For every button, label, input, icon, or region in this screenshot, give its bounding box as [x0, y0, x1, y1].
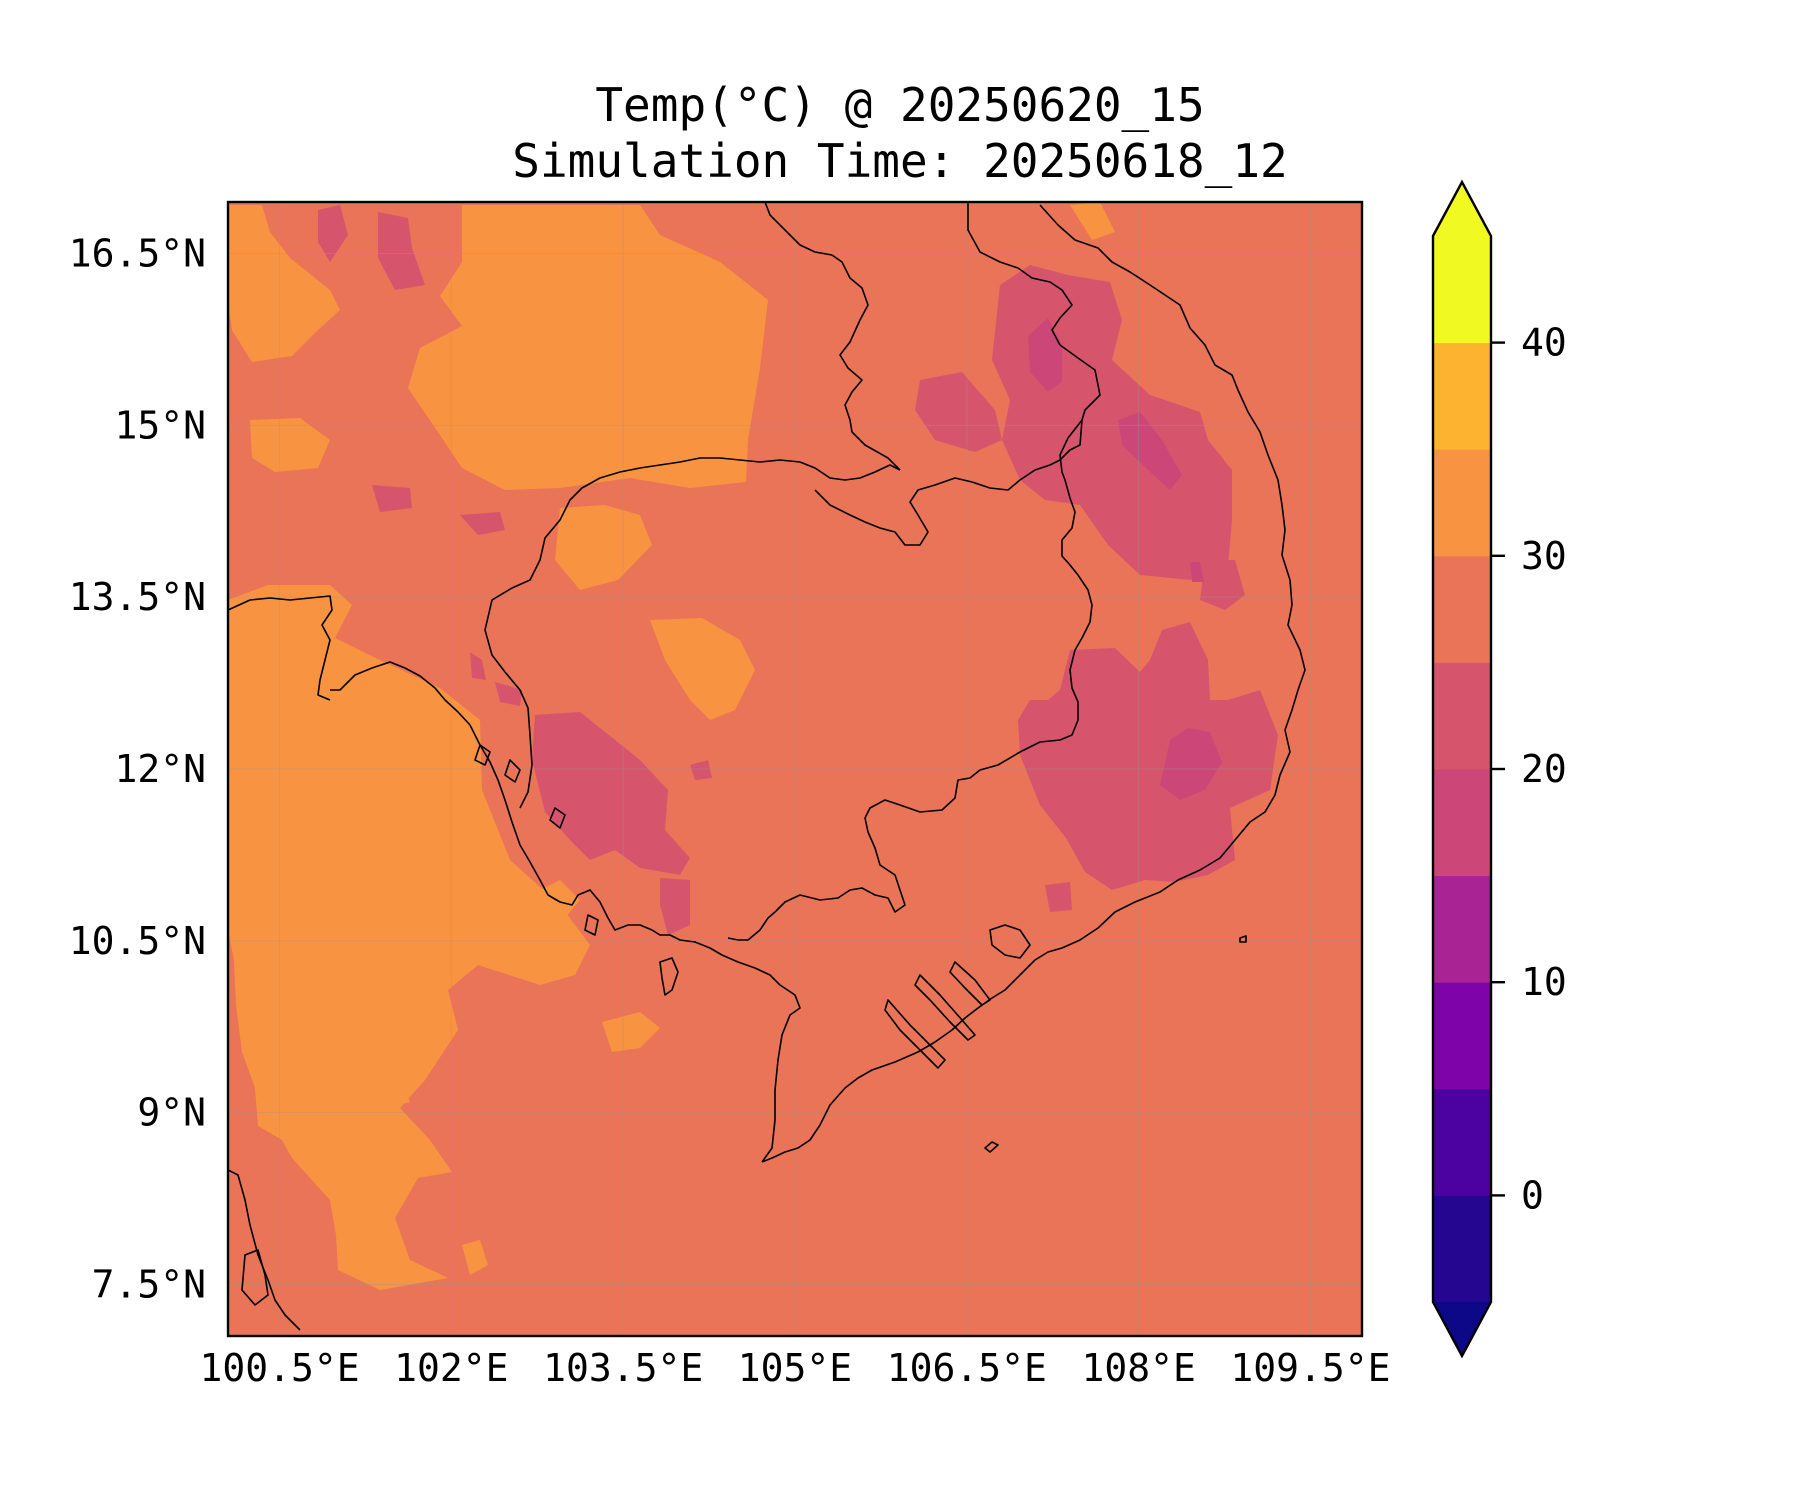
plot-title-line2: Simulation Time: 20250618_12 — [512, 134, 1288, 188]
lon-tick-label: 103.5°E — [543, 1346, 703, 1390]
lat-tick-label: 13.5°N — [69, 575, 206, 619]
colorbar-segment — [1433, 1195, 1491, 1303]
colorbar-segment — [1433, 1088, 1491, 1196]
coastlines-and-borders — [228, 202, 1306, 1331]
lat-tick-label: 9°N — [137, 1091, 206, 1135]
latitude-axis: 7.5°N 9°N 10.5°N 12°N 13.5°N 15°N 16.5°N — [69, 232, 206, 1307]
temperature-contours-15-20 — [1028, 318, 1222, 800]
colorbar-segment — [1433, 236, 1491, 344]
lat-tick-label: 7.5°N — [92, 1262, 206, 1306]
colorbar-segment — [1433, 662, 1491, 770]
plot-title-line1: Temp(°C) @ 20250620_15 — [595, 78, 1205, 132]
lat-tick-label: 12°N — [114, 747, 206, 791]
temperature-contours-30-35 — [228, 202, 1115, 1290]
colorbar-tick-label: 0 — [1521, 1173, 1544, 1217]
colorbar-segment — [1433, 449, 1491, 557]
colorbar-tick-label: 20 — [1521, 747, 1567, 791]
lat-tick-label: 16.5°N — [69, 232, 206, 276]
colorbar-outline — [1431, 179, 1493, 1359]
lon-tick-label: 106.5°E — [887, 1346, 1047, 1390]
colorbar-segment — [1433, 982, 1491, 1090]
lon-tick-label: 100.5°E — [199, 1346, 359, 1390]
map-area — [228, 202, 1362, 1336]
colorbar: 0 10 20 30 40 — [1431, 179, 1567, 1359]
colorbar-segment — [1433, 875, 1491, 983]
colorbar-segment — [1433, 769, 1491, 877]
colorbar-segment — [1433, 555, 1491, 663]
colorbar-segment — [1433, 342, 1491, 450]
lon-tick-label: 102°E — [394, 1346, 508, 1390]
lat-tick-label: 15°N — [114, 403, 206, 447]
lon-tick-label: 109.5°E — [1230, 1346, 1390, 1390]
lat-tick-label: 10.5°N — [69, 919, 206, 963]
lon-tick-label: 105°E — [738, 1346, 852, 1390]
lon-tick-label: 108°E — [1081, 1346, 1195, 1390]
map-gridlines — [228, 202, 1362, 1336]
colorbar-tick-label: 30 — [1521, 534, 1567, 578]
colorbar-tick-label: 10 — [1521, 960, 1567, 1004]
colorbar-tick-label: 40 — [1521, 321, 1567, 365]
map-frame — [226, 200, 1364, 1338]
longitude-axis: 100.5°E 102°E 103.5°E 105°E 106.5°E 108°E 109.… — [199, 1346, 1390, 1390]
colorbar-under-triangle — [1433, 1302, 1491, 1356]
colorbar-over-triangle — [1433, 182, 1491, 236]
